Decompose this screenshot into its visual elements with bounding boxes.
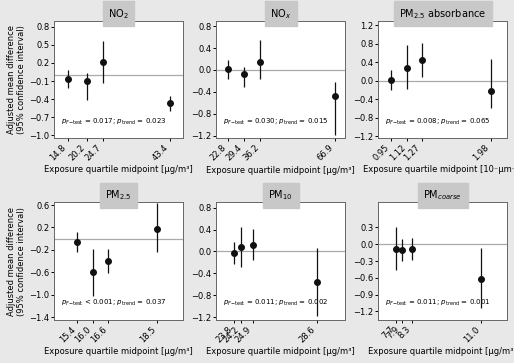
Title: NO$_x$: NO$_x$	[270, 7, 291, 21]
X-axis label: Exposure quartile midpoint [μg/m³]: Exposure quartile midpoint [μg/m³]	[206, 166, 355, 175]
Title: PM$_{2.5}$: PM$_{2.5}$	[105, 188, 132, 202]
Text: $\it{p}_{F\rm{-test}}$ = 0.011; $\it{p}_{\rm{trend}}$ = 0.001: $\it{p}_{F\rm{-test}}$ = 0.011; $\it{p}_…	[385, 298, 490, 308]
X-axis label: Exposure quartile midpoint [10⁻µm⁻¹]: Exposure quartile midpoint [10⁻µm⁻¹]	[363, 166, 514, 175]
Text: $\it{p}_{F\rm{-test}}$ = 0.008; $\it{p}_{\rm{trend}}$ = 0.065: $\it{p}_{F\rm{-test}}$ = 0.008; $\it{p}_…	[385, 117, 490, 127]
Text: $\it{p}_{F\rm{-test}}$ = 0.030; $\it{p}_{\rm{trend}}$ = 0.015: $\it{p}_{F\rm{-test}}$ = 0.030; $\it{p}_…	[223, 117, 328, 127]
Y-axis label: Adjusted mean difference
(95% confidence interval): Adjusted mean difference (95% confidence…	[7, 207, 26, 315]
Title: PM$_{coarse}$: PM$_{coarse}$	[424, 188, 462, 202]
Text: $\it{p}_{F\rm{-test}}$ = 0.011; $\it{p}_{\rm{trend}}$ = 0.002: $\it{p}_{F\rm{-test}}$ = 0.011; $\it{p}_…	[223, 298, 328, 308]
X-axis label: Exposure quartile midpoint [μg/m³]: Exposure quartile midpoint [μg/m³]	[369, 347, 514, 356]
Title: PM$_{2.5}$ absorbance: PM$_{2.5}$ absorbance	[399, 7, 486, 21]
X-axis label: Exposure quartile midpoint [μg/m³]: Exposure quartile midpoint [μg/m³]	[44, 347, 193, 356]
Title: NO$_2$: NO$_2$	[108, 7, 129, 21]
Y-axis label: Adjusted mean difference
(95% confidence interval): Adjusted mean difference (95% confidence…	[7, 25, 26, 134]
Text: $\it{p}_{F\rm{-test}}$ < 0.001; $\it{p}_{\rm{trend}}$ = 0.037: $\it{p}_{F\rm{-test}}$ < 0.001; $\it{p}_…	[61, 298, 166, 308]
Title: PM$_{10}$: PM$_{10}$	[268, 188, 293, 202]
X-axis label: Exposure quartile midpoint [μg/m³]: Exposure quartile midpoint [μg/m³]	[44, 166, 193, 175]
Text: $\it{p}_{F\rm{-test}}$ = 0.017; $\it{p}_{\rm{trend}}$ = 0.023: $\it{p}_{F\rm{-test}}$ = 0.017; $\it{p}_…	[61, 117, 166, 127]
X-axis label: Exposure quartile midpoint [μg/m³]: Exposure quartile midpoint [μg/m³]	[206, 347, 355, 356]
